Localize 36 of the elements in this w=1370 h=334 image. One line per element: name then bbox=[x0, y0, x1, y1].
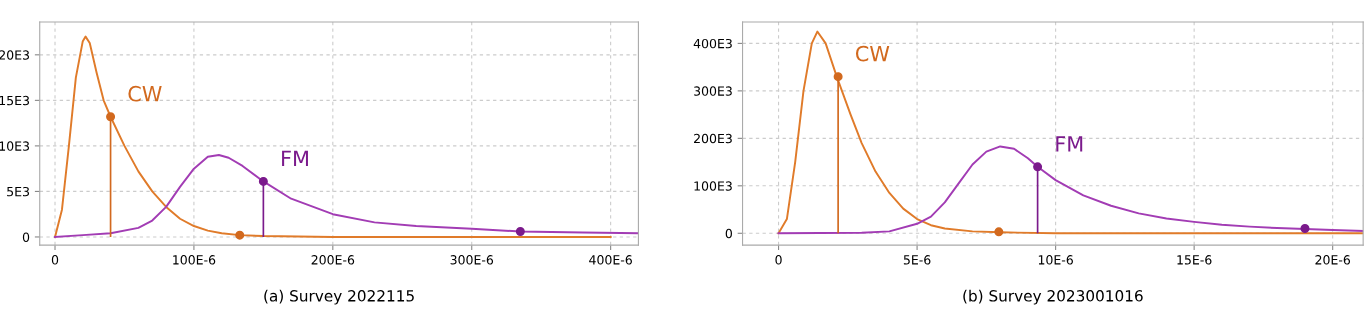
x-tick-label: 200E-6 bbox=[311, 255, 355, 265]
y-tick-label: 10E3 bbox=[0, 141, 29, 151]
x-tick-label: 5E-6 bbox=[903, 255, 931, 265]
y-tick-label: 200E3 bbox=[694, 133, 732, 144]
line-series bbox=[54, 35, 612, 238]
y-tick-label: 100E3 bbox=[694, 181, 732, 191]
x-tick-label: 400E-6 bbox=[589, 255, 632, 265]
y-tick-label: 20E3 bbox=[0, 50, 29, 60]
point bbox=[515, 226, 525, 236]
text: (a) Survey 2022115 bbox=[264, 289, 414, 305]
point bbox=[994, 227, 1004, 237]
line-series bbox=[777, 30, 1364, 235]
point bbox=[258, 176, 268, 186]
x-tick-label: 10E-6 bbox=[1038, 255, 1073, 265]
series-label: FM bbox=[1056, 136, 1083, 152]
y-tick-label: 300E3 bbox=[694, 86, 732, 96]
point bbox=[1033, 162, 1043, 172]
y-tick-label: 0 bbox=[725, 228, 732, 239]
y-tick-label: 5E3 bbox=[7, 186, 30, 197]
point bbox=[1300, 224, 1310, 234]
text: (b) Survey 2023001016 bbox=[963, 289, 1143, 305]
y-tick-label: 0 bbox=[22, 232, 30, 242]
series-label: CW bbox=[855, 45, 890, 62]
point bbox=[106, 112, 116, 122]
x-tick-label: 20E-6 bbox=[1315, 255, 1351, 265]
x-tick-label: 0 bbox=[775, 255, 782, 265]
x-tick-label: 0 bbox=[51, 255, 59, 265]
y-tick-label: 15E3 bbox=[0, 95, 29, 106]
x-tick-label: 15E-6 bbox=[1177, 255, 1212, 265]
series-label: FM bbox=[282, 150, 308, 166]
x-tick-label: 300E-6 bbox=[450, 255, 494, 265]
series-label: CW bbox=[128, 85, 162, 102]
y-tick-label: 400E3 bbox=[693, 38, 732, 49]
point bbox=[235, 230, 245, 240]
point bbox=[833, 72, 843, 82]
x-tick-label: 100E-6 bbox=[173, 255, 216, 265]
